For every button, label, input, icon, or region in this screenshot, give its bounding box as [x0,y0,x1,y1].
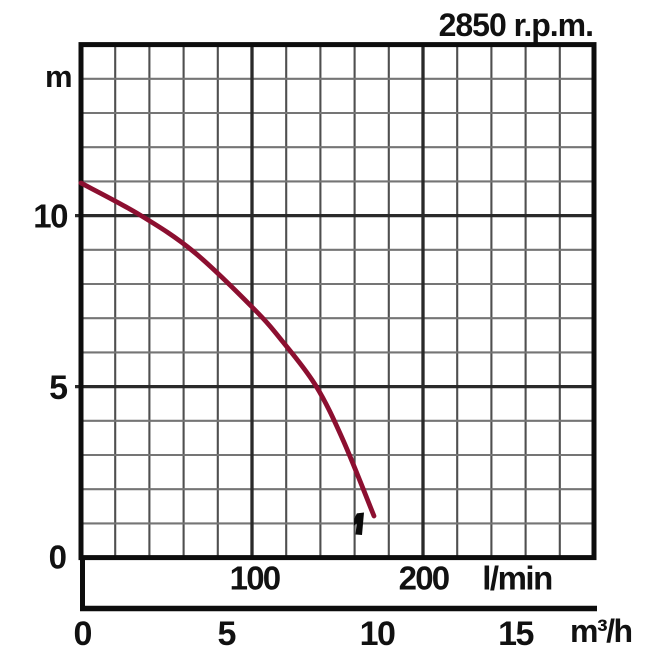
svg-text:2850 r.p.m.: 2850 r.p.m. [439,7,593,43]
svg-text:10: 10 [33,198,67,235]
svg-text:5: 5 [218,615,237,653]
svg-text:0: 0 [74,615,93,653]
svg-text:0: 0 [49,539,67,576]
svg-text:m³/h: m³/h [570,613,632,649]
svg-text:5: 5 [49,369,68,407]
svg-text:m: m [45,59,73,94]
svg-text:15: 15 [498,615,533,653]
svg-text:100: 100 [230,560,280,597]
svg-text:200: 200 [399,560,449,597]
svg-text:10: 10 [360,615,395,653]
svg-text:l/min: l/min [482,560,552,597]
